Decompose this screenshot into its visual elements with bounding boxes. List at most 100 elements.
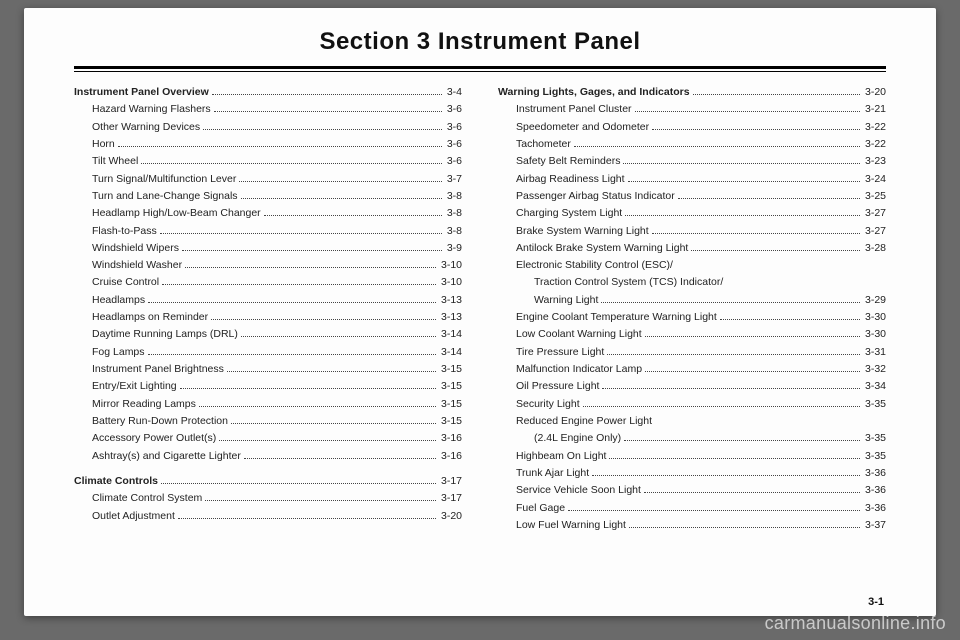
toc-page-ref: 3-28	[863, 240, 886, 257]
toc-columns: Instrument Panel Overview3-4Hazard Warni…	[74, 84, 886, 534]
toc-line: Speedometer and Odometer 3-22	[498, 119, 886, 136]
toc-line: Turn Signal/Multifunction Lever3-7	[74, 171, 462, 188]
toc-label: Reduced Engine Power Light	[498, 413, 652, 430]
toc-line: Warning Light3-29	[498, 292, 886, 309]
toc-label: Traction Control System (TCS) Indicator/	[498, 274, 723, 291]
toc-line: Safety Belt Reminders3-23	[498, 153, 886, 170]
toc-label: Windshield Wipers	[74, 240, 179, 257]
toc-page-ref: 3-22	[863, 119, 886, 136]
toc-page-ref: 3-35	[863, 448, 886, 465]
manual-page: Section 3 Instrument Panel Instrument Pa…	[24, 8, 936, 616]
toc-label: Tachometer	[498, 136, 571, 153]
toc-line: Antilock Brake System Warning Light3-28	[498, 240, 886, 257]
toc-line: Mirror Reading Lamps3-15	[74, 396, 462, 413]
toc-label: Flash-to-Pass	[74, 223, 157, 240]
toc-line: Tire Pressure Light 3-31	[498, 344, 886, 361]
toc-label: (2.4L Engine Only)	[498, 430, 621, 447]
toc-label: Accessory Power Outlet(s)	[74, 430, 216, 447]
toc-left-column: Instrument Panel Overview3-4Hazard Warni…	[74, 84, 462, 534]
toc-page-ref: 3-17	[439, 473, 462, 490]
toc-page-ref: 3-36	[863, 482, 886, 499]
toc-leader-dots	[629, 527, 860, 528]
toc-label: Fuel Gage	[498, 500, 565, 517]
toc-line: Headlamp High/Low-Beam Changer 3-8	[74, 205, 462, 222]
toc-label: Other Warning Devices	[74, 119, 200, 136]
toc-line: Low Fuel Warning Light 3-37	[498, 517, 886, 534]
toc-label: Speedometer and Odometer	[498, 119, 649, 136]
toc-label: Electronic Stability Control (ESC)/	[498, 257, 673, 274]
toc-line: Hazard Warning Flashers3-6	[74, 101, 462, 118]
toc-leader-dots	[691, 250, 860, 251]
toc-line: Engine Coolant Temperature Warning Light…	[498, 309, 886, 326]
toc-page-ref: 3-21	[863, 101, 886, 118]
toc-leader-dots	[219, 440, 436, 441]
toc-line: Daytime Running Lamps (DRL)3-14	[74, 326, 462, 343]
toc-label: Mirror Reading Lamps	[74, 396, 196, 413]
toc-line: Trunk Ajar Light3-36	[498, 465, 886, 482]
toc-leader-dots	[227, 371, 436, 372]
toc-line: Windshield Washer3-10	[74, 257, 462, 274]
toc-label: Highbeam On Light	[498, 448, 606, 465]
toc-leader-dots	[624, 440, 860, 441]
toc-leader-dots	[148, 354, 436, 355]
toc-page-ref: 3-6	[445, 153, 462, 170]
toc-label: Ashtray(s) and Cigarette Lighter	[74, 448, 241, 465]
toc-page-ref: 3-35	[863, 396, 886, 413]
section-title: Section 3 Instrument Panel	[74, 28, 886, 56]
toc-label: Entry/Exit Lighting	[74, 378, 177, 395]
toc-label: Battery Run-Down Protection	[74, 413, 228, 430]
toc-label: Malfunction Indicator Lamp	[498, 361, 642, 378]
toc-page-ref: 3-24	[863, 171, 886, 188]
toc-leader-dots	[199, 406, 436, 407]
toc-line: Horn3-6	[74, 136, 462, 153]
toc-leader-dots	[160, 233, 442, 234]
page-number: 3-1	[868, 596, 884, 608]
toc-label: Tire Pressure Light	[498, 344, 604, 361]
toc-label: Turn and Lane-Change Signals	[74, 188, 238, 205]
toc-line: Climate Control System3-17	[74, 490, 462, 507]
toc-label: Airbag Readiness Light	[498, 171, 625, 188]
toc-label: Fog Lamps	[74, 344, 145, 361]
toc-label: Windshield Washer	[74, 257, 182, 274]
toc-leader-dots	[652, 233, 860, 234]
toc-leader-dots	[609, 458, 860, 459]
toc-line: Outlet Adjustment 3-20	[74, 508, 462, 525]
toc-leader-dots	[568, 510, 860, 511]
toc-page-ref: 3-36	[863, 500, 886, 517]
toc-page-ref: 3-25	[863, 188, 886, 205]
toc-label: Low Fuel Warning Light	[498, 517, 626, 534]
toc-leader-dots	[693, 94, 860, 95]
toc-line: Warning Lights, Gages, and Indicators3-2…	[498, 84, 886, 101]
toc-leader-dots	[645, 336, 860, 337]
toc-line: Ashtray(s) and Cigarette Lighter3-16	[74, 448, 462, 465]
toc-line: Headlamps3-13	[74, 292, 462, 309]
toc-leader-dots	[635, 111, 860, 112]
toc-line: Windshield Wipers 3-9	[74, 240, 462, 257]
toc-page-ref: 3-8	[445, 205, 462, 222]
toc-line: Instrument Panel Cluster3-21	[498, 101, 886, 118]
toc-page-ref: 3-37	[863, 517, 886, 534]
toc-line: Reduced Engine Power Light	[498, 413, 886, 430]
toc-leader-dots	[583, 406, 860, 407]
toc-line: Highbeam On Light 3-35	[498, 448, 886, 465]
toc-page-ref: 3-9	[445, 240, 462, 257]
toc-page-ref: 3-27	[863, 223, 886, 240]
toc-page-ref: 3-34	[863, 378, 886, 395]
toc-page-ref: 3-20	[439, 508, 462, 525]
toc-page-ref: 3-31	[863, 344, 886, 361]
toc-leader-dots	[162, 284, 436, 285]
toc-line: Turn and Lane-Change Signals3-8	[74, 188, 462, 205]
toc-label: Instrument Panel Overview	[74, 84, 209, 101]
toc-line: (2.4L Engine Only)3-35	[498, 430, 886, 447]
toc-label: Security Light	[498, 396, 580, 413]
toc-label: Turn Signal/Multifunction Lever	[74, 171, 236, 188]
toc-line: Climate Controls3-17	[74, 473, 462, 490]
toc-line: Accessory Power Outlet(s)3-16	[74, 430, 462, 447]
toc-leader-dots	[241, 336, 436, 337]
toc-label: Outlet Adjustment	[74, 508, 175, 525]
toc-label: Headlamp High/Low-Beam Changer	[74, 205, 261, 222]
toc-label: Horn	[74, 136, 115, 153]
toc-leader-dots	[592, 475, 860, 476]
toc-page-ref: 3-23	[863, 153, 886, 170]
toc-line: Traction Control System (TCS) Indicator/	[498, 274, 886, 291]
